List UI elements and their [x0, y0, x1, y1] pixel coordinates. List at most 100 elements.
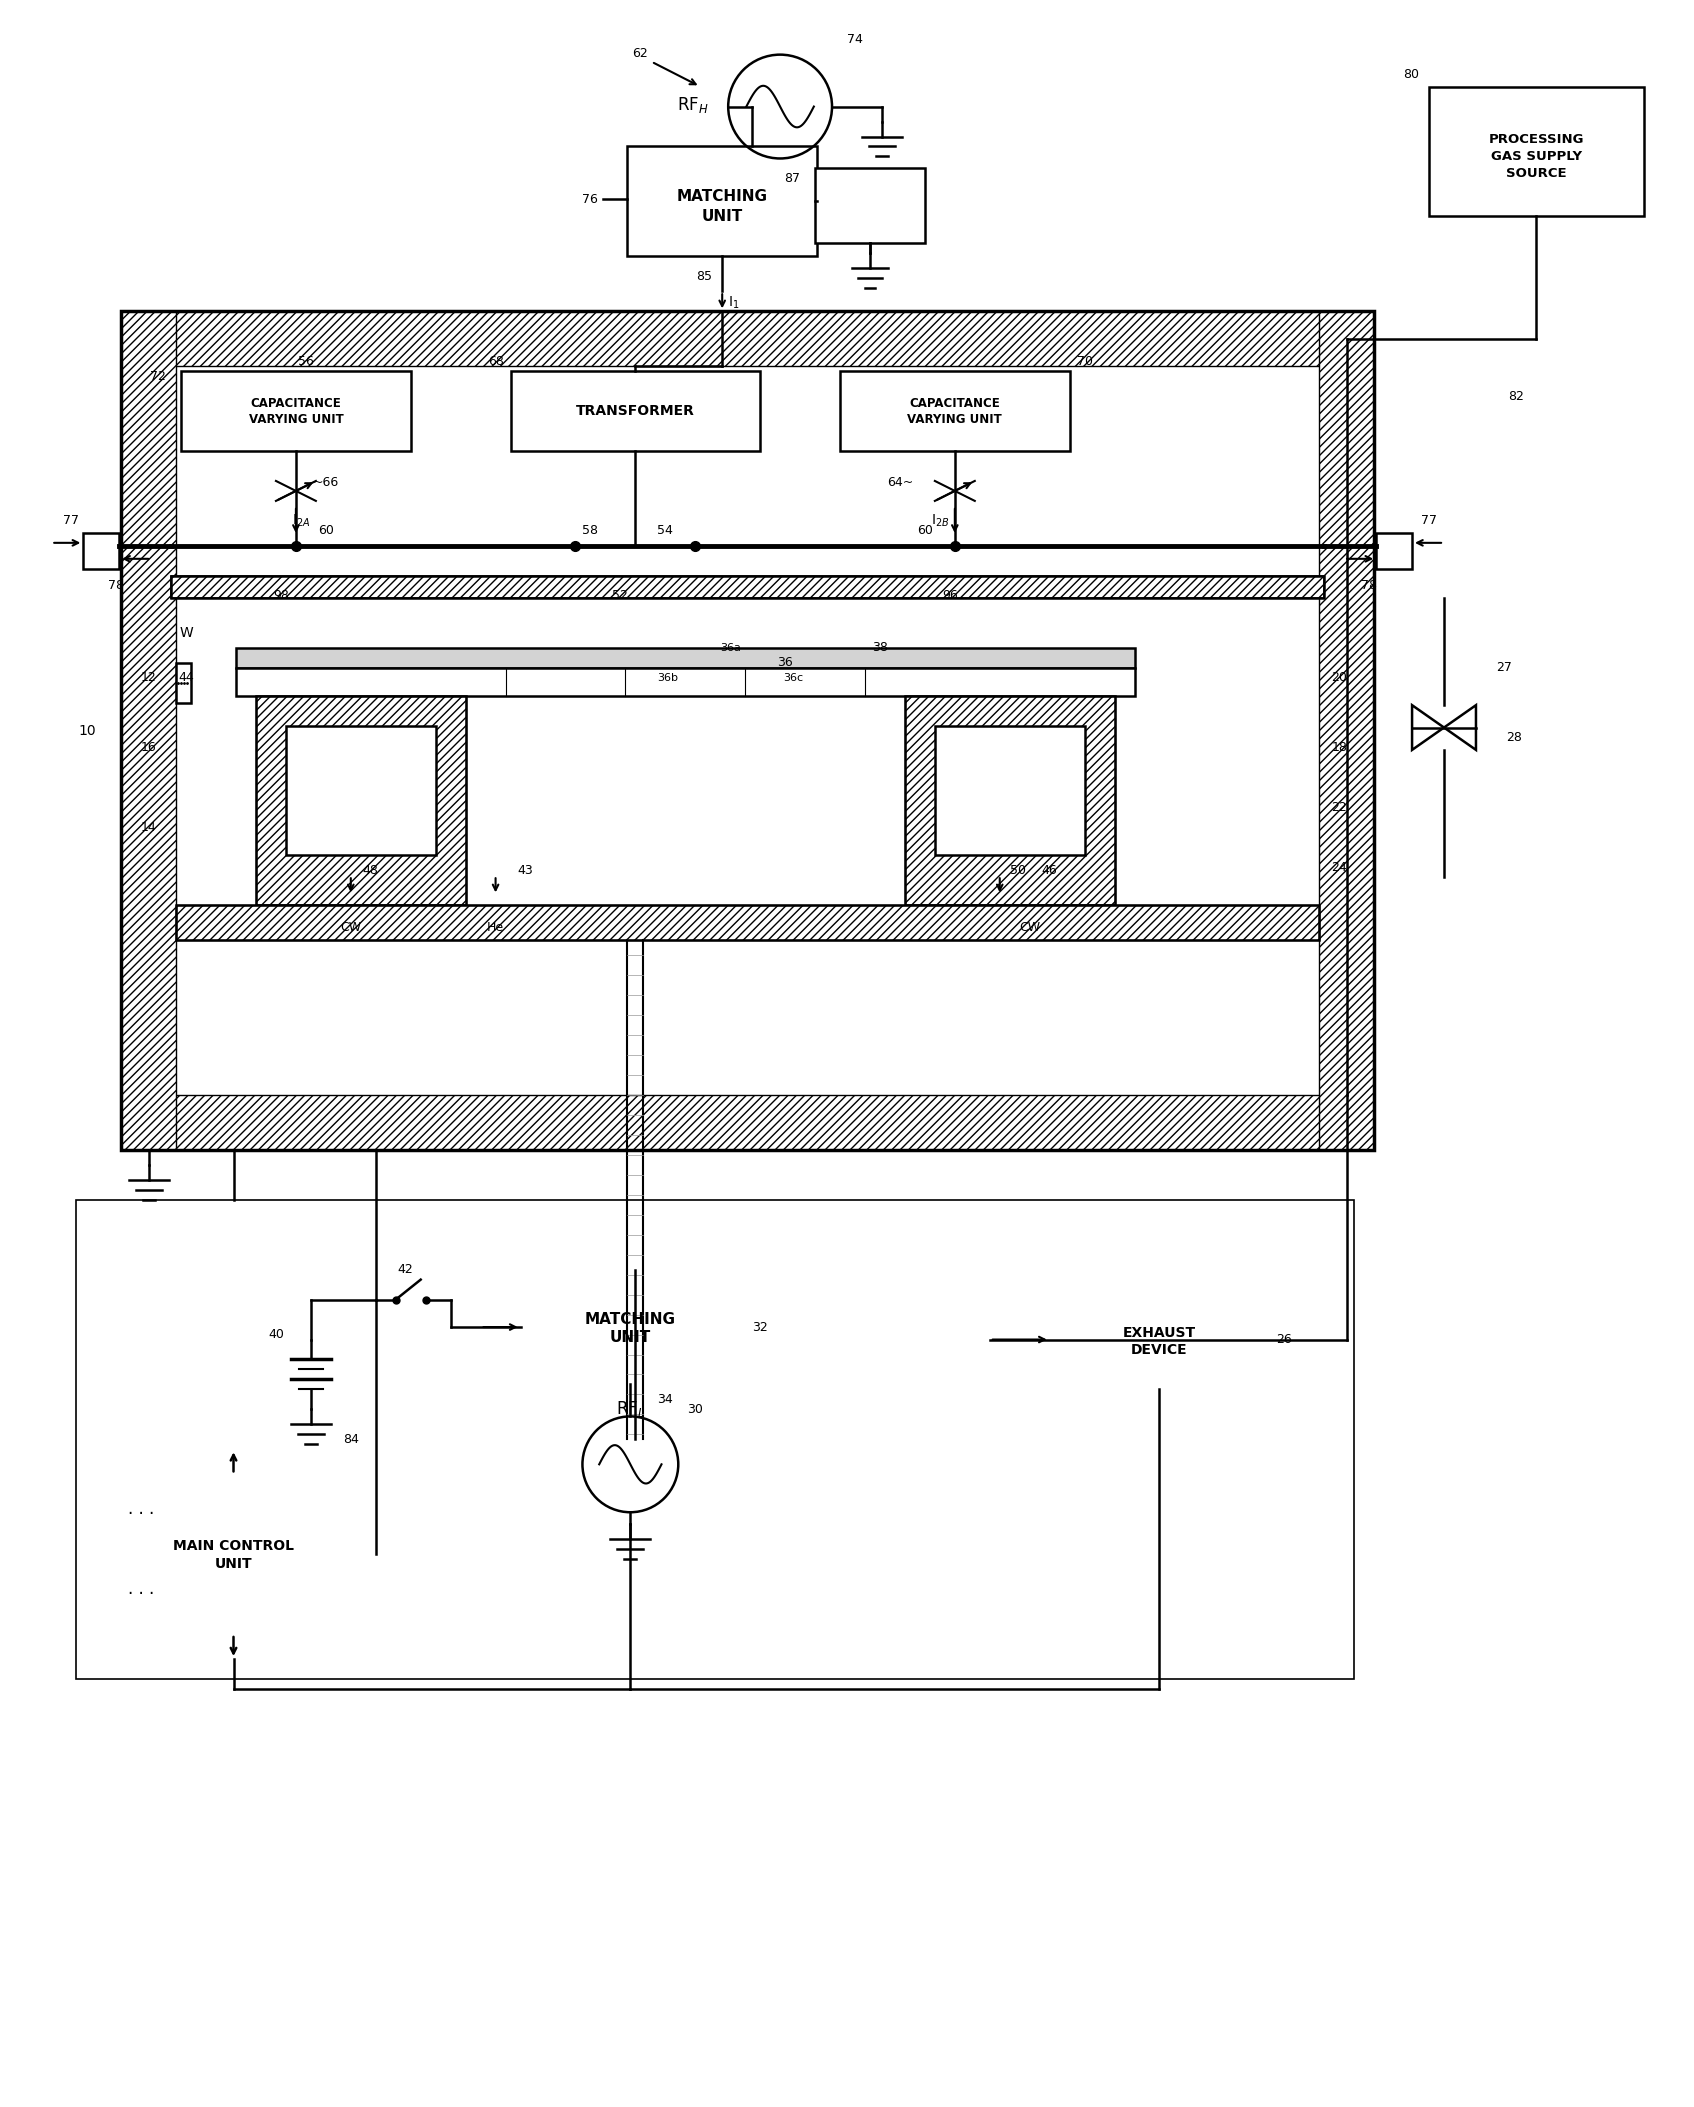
Bar: [176, 906, 1320, 940]
Bar: [1050, 1289, 1269, 1389]
Text: PROCESSING: PROCESSING: [1489, 133, 1584, 145]
Bar: [1320, 312, 1374, 1150]
Bar: [520, 1271, 740, 1384]
Bar: [76, 1199, 1354, 1679]
Text: I$_1$: I$_1$: [728, 295, 740, 312]
Text: TRANSFORMER: TRANSFORMER: [576, 405, 695, 417]
Text: CAPACITANCE: CAPACITANCE: [910, 396, 999, 409]
Text: 40: 40: [268, 1327, 285, 1340]
Text: W: W: [180, 626, 193, 641]
Text: 22: 22: [1331, 801, 1347, 813]
Text: 70: 70: [1077, 354, 1093, 367]
Bar: [1376, 533, 1413, 569]
Text: 52: 52: [613, 590, 628, 603]
Text: 82: 82: [1508, 390, 1525, 402]
Text: RF$_H$: RF$_H$: [678, 95, 710, 114]
Bar: [905, 695, 1115, 906]
Text: 62: 62: [632, 46, 649, 61]
Text: 68: 68: [488, 354, 503, 367]
Bar: [627, 147, 817, 257]
Bar: [256, 695, 466, 906]
Text: 80: 80: [1403, 67, 1420, 80]
Bar: [122, 312, 1374, 1150]
Text: 12: 12: [141, 672, 156, 685]
Text: GAS SUPPLY: GAS SUPPLY: [1491, 150, 1582, 162]
Text: 36b: 36b: [657, 672, 678, 683]
Text: 85: 85: [696, 270, 711, 282]
Text: 77: 77: [63, 514, 80, 527]
Text: RF$_L$: RF$_L$: [617, 1399, 645, 1420]
Text: 44: 44: [178, 672, 193, 685]
Text: 38: 38: [872, 641, 888, 653]
Text: 54: 54: [657, 525, 673, 537]
Text: . . .: . . .: [129, 1500, 154, 1519]
Text: 34: 34: [657, 1393, 673, 1405]
Bar: [181, 371, 410, 451]
Text: 20: 20: [1331, 672, 1347, 685]
Text: UNIT: UNIT: [610, 1330, 650, 1344]
Text: CW: CW: [340, 921, 361, 933]
Bar: [840, 371, 1069, 451]
Text: 87: 87: [784, 173, 800, 185]
Text: MAIN CONTROL: MAIN CONTROL: [173, 1540, 295, 1553]
Text: 28: 28: [1506, 731, 1521, 744]
Text: 60: 60: [916, 525, 933, 537]
Text: 50: 50: [1010, 864, 1027, 877]
Text: UNIT: UNIT: [215, 1557, 252, 1572]
Text: 14: 14: [141, 822, 156, 834]
Text: 10: 10: [78, 723, 97, 737]
Text: 18: 18: [1331, 742, 1347, 754]
Bar: [935, 725, 1084, 855]
Text: 36: 36: [778, 655, 793, 670]
Bar: [286, 725, 435, 855]
Text: VARYING UNIT: VARYING UNIT: [249, 413, 344, 426]
Text: SOURCE: SOURCE: [1506, 166, 1567, 179]
Bar: [235, 647, 1135, 668]
Text: 30: 30: [688, 1403, 703, 1416]
Text: 58: 58: [583, 525, 598, 537]
Bar: [256, 695, 466, 906]
Bar: [171, 575, 1325, 598]
Text: 98: 98: [273, 590, 290, 603]
Bar: [235, 668, 1135, 695]
Text: 74: 74: [847, 34, 862, 46]
Bar: [122, 312, 1374, 367]
Bar: [815, 169, 925, 242]
Text: ~66: ~66: [313, 476, 339, 489]
Bar: [171, 575, 1325, 598]
Text: MATCHING: MATCHING: [584, 1311, 676, 1327]
Text: 27: 27: [1496, 662, 1511, 674]
Text: 76: 76: [583, 194, 598, 206]
Bar: [122, 312, 176, 1150]
Text: I$_{2B}$: I$_{2B}$: [930, 512, 949, 529]
Text: 32: 32: [752, 1321, 767, 1334]
Text: MATCHING: MATCHING: [676, 190, 767, 204]
Text: CAPACITANCE: CAPACITANCE: [251, 396, 340, 409]
Text: 46: 46: [1042, 864, 1057, 877]
Bar: [83, 533, 119, 569]
Text: EXHAUST: EXHAUST: [1123, 1325, 1196, 1340]
Text: 26: 26: [1276, 1334, 1293, 1346]
Text: 36a: 36a: [720, 643, 740, 653]
Bar: [176, 906, 1320, 940]
Bar: [1430, 86, 1643, 217]
Text: I$_{2A}$: I$_{2A}$: [291, 512, 310, 529]
Text: 48: 48: [363, 864, 379, 877]
Text: 84: 84: [342, 1433, 359, 1445]
Text: 78: 78: [1362, 579, 1377, 592]
Text: VARYING UNIT: VARYING UNIT: [908, 413, 1003, 426]
Text: 43: 43: [518, 864, 534, 877]
Bar: [91, 1450, 376, 1658]
Text: 96: 96: [942, 590, 957, 603]
Text: 24: 24: [1331, 862, 1347, 874]
Text: CW: CW: [1020, 921, 1040, 933]
Text: DEVICE: DEVICE: [1132, 1342, 1187, 1357]
Text: 64~: 64~: [886, 476, 913, 489]
Text: . . .: . . .: [129, 1580, 154, 1597]
Bar: [176, 662, 191, 702]
Text: 72: 72: [151, 369, 166, 383]
Text: UNIT: UNIT: [701, 209, 744, 223]
Bar: [905, 695, 1115, 906]
Text: 36c: 36c: [783, 672, 803, 683]
Text: 77: 77: [1421, 514, 1437, 527]
